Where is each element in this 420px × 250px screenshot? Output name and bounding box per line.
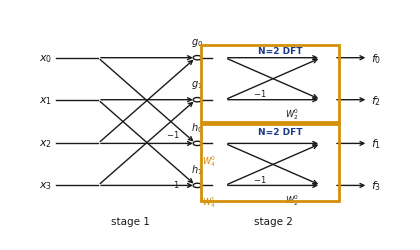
Bar bbox=[201, 46, 339, 122]
Text: $W_4^0$: $W_4^0$ bbox=[202, 153, 217, 168]
Text: $h_0$: $h_0$ bbox=[192, 121, 203, 134]
Text: $x_3$: $x_3$ bbox=[39, 180, 52, 192]
Text: $f_0$: $f_0$ bbox=[372, 52, 382, 65]
Text: $f_1$: $f_1$ bbox=[372, 137, 382, 151]
Circle shape bbox=[193, 184, 202, 188]
Circle shape bbox=[193, 98, 202, 102]
Text: $-1$: $-1$ bbox=[166, 178, 180, 190]
Text: $x_2$: $x_2$ bbox=[39, 138, 52, 150]
Bar bbox=[201, 124, 339, 201]
Text: $x_1$: $x_1$ bbox=[39, 94, 52, 106]
Text: stage 1: stage 1 bbox=[111, 216, 150, 226]
Text: $W_2^0$: $W_2^0$ bbox=[286, 192, 300, 207]
Text: $f_2$: $f_2$ bbox=[372, 94, 381, 107]
Text: $x_0$: $x_0$ bbox=[39, 52, 52, 64]
Text: $-1$: $-1$ bbox=[253, 173, 267, 184]
Text: N=2 DFT: N=2 DFT bbox=[257, 128, 302, 136]
Text: $-1$: $-1$ bbox=[253, 88, 267, 99]
Text: $g_1$: $g_1$ bbox=[192, 79, 203, 91]
Text: $h_1$: $h_1$ bbox=[192, 163, 203, 176]
Text: stage 2: stage 2 bbox=[255, 216, 293, 226]
Text: $g_0$: $g_0$ bbox=[191, 37, 203, 49]
Text: $f_3$: $f_3$ bbox=[372, 179, 382, 192]
Circle shape bbox=[193, 142, 202, 146]
Text: N=2 DFT: N=2 DFT bbox=[257, 47, 302, 56]
Text: $W_2^0$: $W_2^0$ bbox=[286, 107, 300, 122]
Circle shape bbox=[193, 56, 202, 61]
Text: $W_4^1$: $W_4^1$ bbox=[202, 194, 216, 209]
Text: $-1$: $-1$ bbox=[166, 129, 180, 140]
